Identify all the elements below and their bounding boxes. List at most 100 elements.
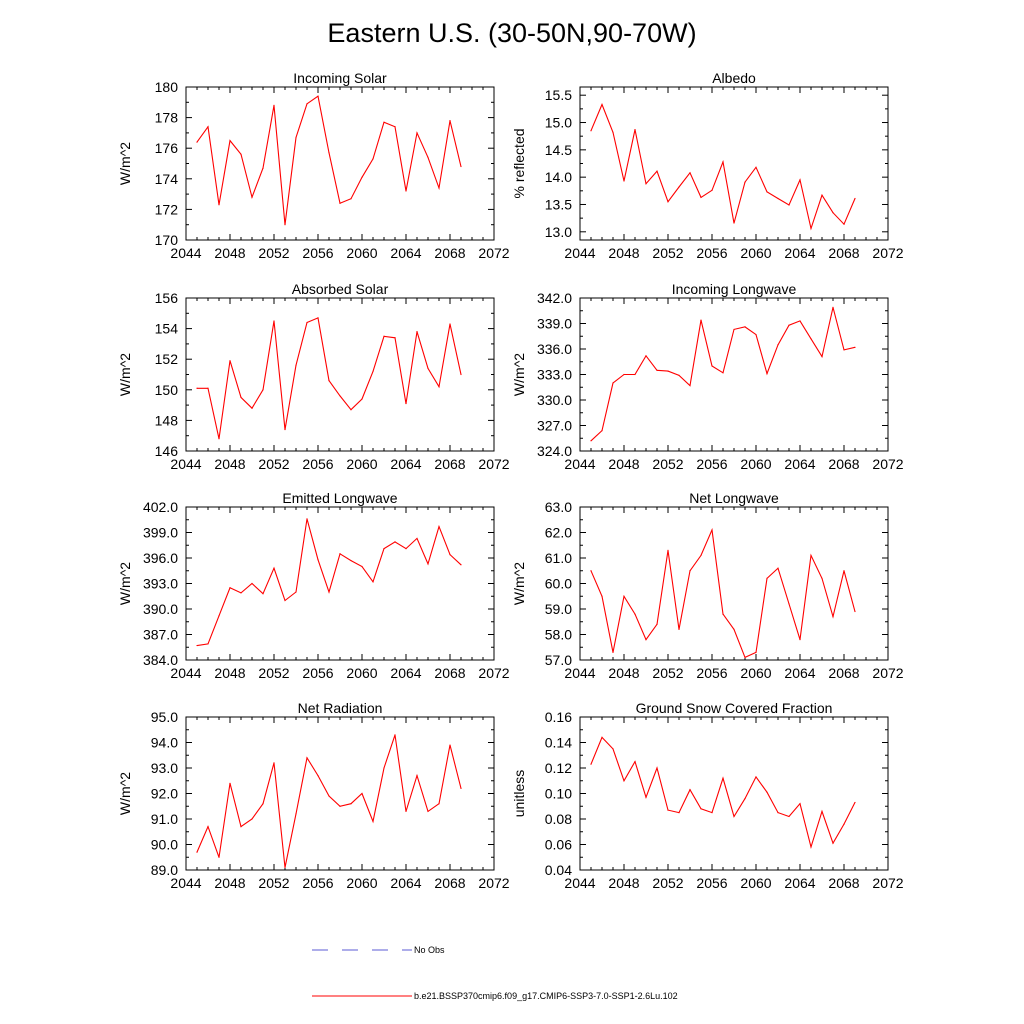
data-point (656, 369, 658, 371)
data-point (449, 554, 451, 556)
data-point (416, 775, 418, 777)
y-tick-label: 178 (155, 110, 179, 126)
data-point (449, 744, 451, 746)
data-point (251, 582, 253, 585)
panel-absorbed-solar: Absorbed Solar W/m^2 2044 2048 2052 2056 2060 2… (117, 281, 510, 472)
y-tick-label: 13.0 (545, 224, 572, 240)
x-tick-label: 2060 (346, 456, 377, 472)
y-tick-label: 62.0 (545, 525, 572, 541)
data-point (273, 762, 275, 764)
data-point (229, 360, 231, 362)
y-tick-label: 330.0 (537, 392, 572, 408)
data-point (612, 382, 614, 384)
y-tick-label: 13.5 (545, 196, 572, 212)
x-tick-label: 2064 (390, 245, 421, 261)
data-point (438, 803, 440, 805)
data-point (656, 767, 658, 769)
data-point (711, 529, 713, 531)
x-tick-label: 2060 (740, 245, 771, 261)
panel-title: Net Radiation (298, 700, 383, 716)
x-tick-label: 2064 (390, 456, 421, 472)
x-tick-label: 2072 (872, 245, 903, 261)
series-line (590, 527, 856, 659)
data-point (645, 796, 647, 798)
data-point (645, 355, 647, 357)
data-point (383, 767, 385, 769)
data-point (229, 782, 231, 784)
series-line (590, 103, 856, 231)
data-point (273, 567, 275, 569)
panel-albedo: Albedo % reflected 2044 2048 2052 2056 2060 206… (511, 70, 904, 261)
data-point (350, 409, 352, 411)
data-point (273, 320, 275, 322)
x-tick-label: 2056 (302, 875, 333, 891)
data-point (350, 198, 352, 200)
series-line (196, 95, 462, 225)
panel-title: Incoming Solar (293, 70, 387, 86)
y-tick-label: 58.0 (545, 627, 572, 643)
y-tick-label: 342.0 (537, 290, 572, 306)
x-tick-label: 2052 (258, 456, 289, 472)
y-tick-label: 89.0 (151, 862, 178, 878)
x-tick-label: 2056 (696, 875, 727, 891)
data-point (634, 129, 636, 131)
x-tick-label: 2072 (478, 245, 509, 261)
data-point (251, 818, 253, 820)
y-tick-label: 14.5 (545, 142, 572, 158)
x-tick-label: 2048 (608, 665, 639, 681)
data-point (788, 603, 790, 605)
data-point (427, 367, 429, 369)
data-point (623, 780, 625, 782)
panel-grid: Incoming Solar W/m^2 2044 2048 2052 2056 2060 2… (117, 70, 904, 891)
legend-label-no-obs: No Obs (414, 945, 445, 955)
data-point (438, 525, 440, 528)
data-point (700, 554, 702, 557)
y-tick-label: 176 (155, 140, 179, 156)
x-tick-label: 2048 (214, 456, 245, 472)
x-tick-label: 2056 (302, 456, 333, 472)
y-tick-label: 148 (155, 412, 179, 428)
x-tick-label: 2044 (170, 456, 201, 472)
y-tick-label: 156 (155, 290, 179, 306)
data-point (623, 595, 625, 597)
x-tick-label: 2060 (740, 665, 771, 681)
x-tick-label: 2068 (434, 875, 465, 891)
y-tick-label: 324.0 (537, 443, 572, 459)
x-tick-label: 2068 (434, 665, 465, 681)
data-point (766, 791, 768, 793)
data-point (821, 577, 823, 580)
data-point (667, 809, 669, 811)
data-point (678, 812, 680, 814)
y-tick-label: 146 (155, 443, 179, 459)
data-point (810, 846, 812, 848)
y-tick-label: 14.0 (545, 169, 572, 185)
data-point (350, 803, 352, 805)
data-point (821, 194, 823, 196)
data-point (295, 364, 297, 366)
y-axis-label: W/m^2 (511, 353, 527, 396)
plot-frame (185, 506, 495, 661)
x-tick-label: 2068 (434, 456, 465, 472)
data-point (251, 196, 253, 198)
y-tick-label: 0.14 (545, 735, 572, 751)
data-point (766, 191, 768, 193)
data-point (328, 152, 330, 154)
data-point (711, 812, 713, 814)
data-point (218, 615, 220, 617)
data-point (700, 319, 702, 321)
x-tick-label: 2044 (564, 245, 595, 261)
data-point (427, 156, 429, 158)
data-point (788, 204, 790, 206)
x-tick-label: 2068 (434, 245, 465, 261)
data-point (656, 170, 658, 172)
x-tick-label: 2052 (258, 875, 289, 891)
data-point (284, 599, 286, 602)
data-point (361, 176, 363, 178)
data-point (207, 826, 209, 828)
series-line (590, 307, 856, 442)
x-tick-label: 2068 (828, 456, 859, 472)
data-point (689, 789, 691, 791)
data-point (854, 801, 856, 804)
x-tick-label: 2052 (258, 665, 289, 681)
data-point (416, 132, 418, 134)
